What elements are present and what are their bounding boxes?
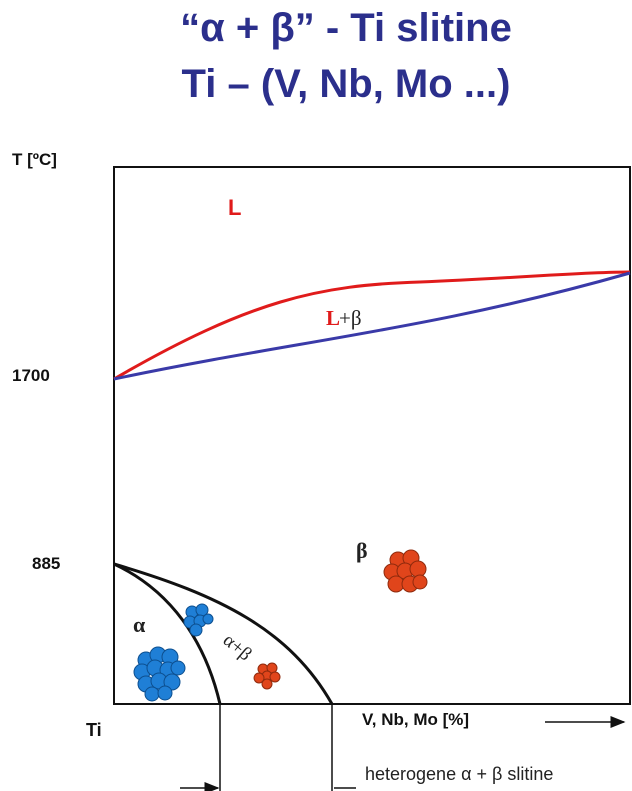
beta-grain-cluster-small — [254, 663, 280, 689]
solidus-curve — [114, 273, 630, 379]
alpha-grain-cluster-large — [134, 647, 185, 701]
alpha-grain-cluster-small — [184, 604, 213, 636]
alpha-label: α — [133, 612, 146, 637]
liquid-label: L — [228, 195, 241, 220]
beta-grain-cluster-large — [384, 550, 427, 592]
beta-label: β — [356, 538, 368, 563]
alpha-beta-label: α+β — [219, 630, 256, 666]
liquid-beta-label-l: L — [326, 306, 340, 330]
liquid-beta-label-rest: +β — [339, 306, 362, 330]
